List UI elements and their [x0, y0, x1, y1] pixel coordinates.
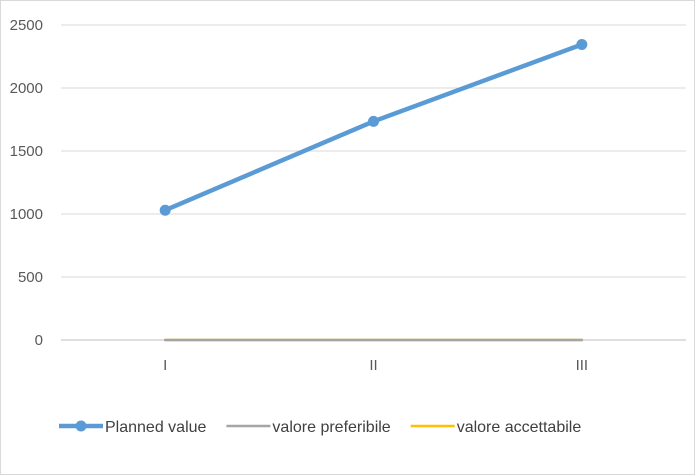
legend-item: Planned value [59, 419, 207, 436]
series-lines [159, 39, 588, 342]
legend: Planned value valore preferibile valore ac… [59, 419, 581, 436]
legend-marker [75, 420, 87, 432]
legend-label: Planned value [105, 419, 207, 436]
x-tick-label: I [163, 357, 167, 374]
x-axis-tick-labels: I II III [163, 357, 588, 374]
y-tick-label: 2500 [10, 17, 43, 34]
y-tick-label: 1500 [10, 143, 43, 160]
y-tick-label: 1000 [10, 206, 43, 223]
y-tick-label: 0 [35, 332, 43, 349]
data-point [576, 39, 588, 51]
legend-label: valore preferibile [272, 419, 390, 436]
x-tick-label: II [369, 357, 377, 374]
legend-item: valore accettabile [410, 419, 582, 436]
data-point [368, 115, 379, 127]
legend-item: valore preferibile [226, 419, 391, 436]
y-axis-tick-labels: 0 500 1000 1500 2000 2500 [10, 17, 43, 349]
data-point [159, 204, 171, 216]
legend-label: valore accettabile [457, 419, 582, 436]
x-tick-label: III [576, 357, 589, 374]
y-tick-label: 500 [18, 269, 43, 286]
gridlines [61, 24, 686, 341]
series-line-0 [162, 42, 585, 213]
y-tick-label: 2000 [10, 80, 43, 97]
